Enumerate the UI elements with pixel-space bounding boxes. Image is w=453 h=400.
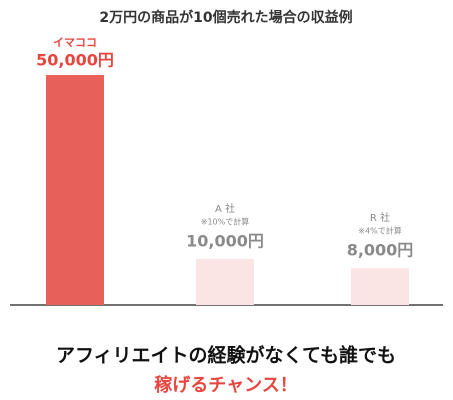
value-label: 50,000円 [36, 51, 114, 70]
value-label: 8,000円 [347, 241, 414, 260]
footer-line1: アフィリエイトの経験がなくても誰でも [56, 344, 396, 367]
category-label: イマココ [53, 36, 97, 49]
category-label: R 社 [370, 211, 390, 224]
bar [46, 75, 104, 305]
footer-line2: 稼げるチャンス！ [154, 374, 297, 396]
bar [351, 268, 409, 305]
note-label: ※10%で計算 [201, 217, 249, 227]
bar [196, 259, 254, 305]
chart-title: 2万円の商品が10個売れた場合の収益例 [99, 9, 352, 26]
value-label: 10,000円 [186, 232, 264, 251]
category-label: A 社 [215, 202, 235, 215]
note-label: ※4%で計算 [358, 226, 401, 236]
